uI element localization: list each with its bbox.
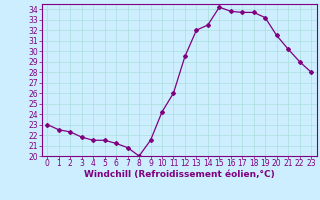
X-axis label: Windchill (Refroidissement éolien,°C): Windchill (Refroidissement éolien,°C): [84, 170, 275, 179]
